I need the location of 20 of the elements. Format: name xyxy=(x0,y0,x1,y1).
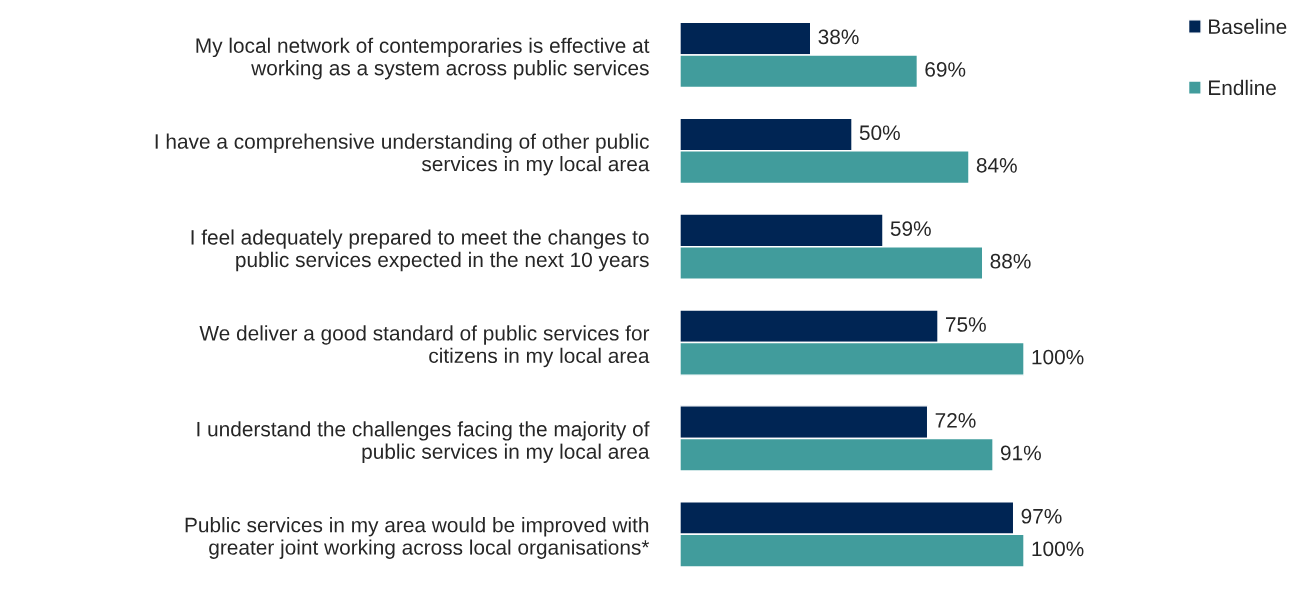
data-label: 59% xyxy=(890,221,931,236)
data-label: 84% xyxy=(976,157,1017,173)
y-tick-label: I have a comprehensive understanding of other public services in my local area xyxy=(155,133,650,176)
data-label: 100% xyxy=(1032,349,1084,365)
data-label: 97% xyxy=(1021,508,1062,524)
y-tick-label: My local network of contemporaries is effective at working as a system across public services xyxy=(196,37,650,80)
data-label: 100% xyxy=(1032,541,1084,557)
y-tick-label: I feel adequately prepared to meet the changes to public services expected in the next 10 years xyxy=(191,229,649,272)
data-label: 38% xyxy=(818,29,859,45)
data-label: 72% xyxy=(935,412,976,428)
legend-label: Baseline xyxy=(1209,18,1287,35)
legend-label: Endline xyxy=(1209,79,1276,96)
data-label: 50% xyxy=(859,125,900,141)
data-label: 75% xyxy=(946,317,986,332)
y-tick-label: We deliver a good standard of public services for citizens in my local area xyxy=(199,325,650,368)
data-label: 88% xyxy=(990,253,1031,269)
y-tick-label: I understand the challenges facing the majority of public services in my local area xyxy=(197,421,650,464)
y-tick-label: Public services in my area would be improved with greater joint working across local organisations* xyxy=(185,517,650,559)
data-label: 91% xyxy=(1000,445,1041,461)
data-label: 69% xyxy=(925,62,966,77)
